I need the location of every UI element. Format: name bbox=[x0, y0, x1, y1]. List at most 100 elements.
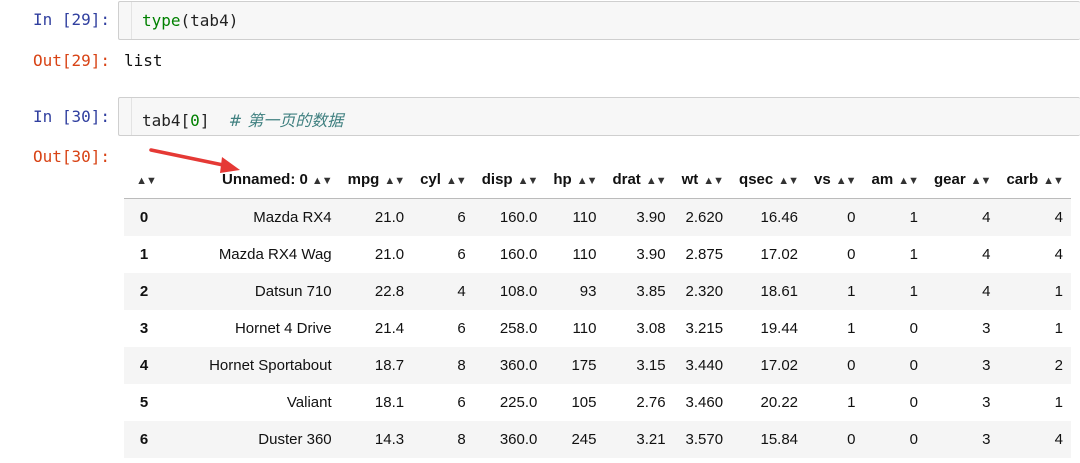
code-variable: tab4[ bbox=[142, 111, 191, 130]
table-cell: 108.0 bbox=[499, 283, 538, 300]
column-header[interactable]: qsec ▲▼ bbox=[731, 160, 807, 199]
table-cell: 3.440 bbox=[685, 357, 724, 374]
sort-icon[interactable]: ▲▼ bbox=[136, 174, 157, 187]
sort-icon[interactable]: ▲▼ bbox=[576, 175, 598, 187]
table-cell: 2.875 bbox=[685, 246, 724, 263]
table-cell: 4 bbox=[1054, 431, 1063, 448]
table-cell: 0 bbox=[909, 394, 918, 411]
column-header[interactable]: vs ▲▼ bbox=[806, 160, 864, 199]
sort-icon[interactable]: ▲▼ bbox=[778, 175, 799, 187]
table-cell: 3.85 bbox=[636, 283, 666, 300]
table-cell: 18.1 bbox=[374, 394, 405, 411]
sort-icon[interactable]: ▲▼ bbox=[970, 175, 992, 187]
sort-icon[interactable]: ▲▼ bbox=[517, 175, 539, 187]
table-cell: 110 bbox=[572, 320, 597, 337]
table-cell: 160.0 bbox=[499, 246, 538, 263]
table-cell: Mazda RX4 bbox=[253, 209, 332, 226]
sort-icon[interactable]: ▲▼ bbox=[311, 175, 333, 187]
table-cell: 6 bbox=[457, 209, 466, 226]
cell-gutter bbox=[119, 2, 132, 39]
table-cell: 18.7 bbox=[374, 357, 405, 374]
table-cell: 2 bbox=[1054, 357, 1063, 374]
table-cell: 3 bbox=[982, 357, 991, 374]
sort-icon[interactable]: ▲▼ bbox=[384, 175, 405, 187]
table-cell: 21.0 bbox=[374, 246, 405, 263]
table-cell: 6 bbox=[457, 394, 466, 411]
table-cell: 17.02 bbox=[760, 357, 799, 374]
table-cell: 4 bbox=[1054, 209, 1063, 226]
table-cell: 14.3 bbox=[374, 431, 405, 448]
table-cell: Datsun 710 bbox=[254, 283, 332, 300]
table-cell: 3.15 bbox=[636, 357, 666, 374]
table-cell: 6 bbox=[457, 320, 466, 337]
table-cell: 18.61 bbox=[760, 283, 799, 300]
table-cell: 2.620 bbox=[685, 209, 724, 226]
table-cell: 3 bbox=[982, 394, 991, 411]
table-cell: Hornet Sportabout bbox=[209, 357, 332, 374]
column-header[interactable]: carb ▲▼ bbox=[998, 160, 1071, 199]
table-header-row: ▲▼ Unnamed: 0 ▲▼ mpg ▲▼ cyl ▲▼ disp ▲▼ hp ▲▼ … bbox=[124, 160, 1071, 199]
row-index: 4 bbox=[139, 357, 149, 374]
table-cell: 1 bbox=[1054, 394, 1063, 411]
table-cell: 1 bbox=[909, 209, 918, 226]
table-cell: 110 bbox=[572, 209, 597, 226]
table-cell: 3.21 bbox=[636, 431, 666, 448]
column-header[interactable]: Unnamed: 0 ▲▼ bbox=[162, 160, 340, 199]
sort-icon[interactable]: ▲▼ bbox=[645, 175, 667, 187]
column-header[interactable]: cyl ▲▼ bbox=[412, 160, 474, 199]
input-prompt-29: In [29]: bbox=[32, 10, 110, 29]
table-cell: 15.84 bbox=[760, 431, 799, 448]
sort-icon[interactable]: ▲▼ bbox=[445, 175, 467, 187]
code-line[interactable]: tab4[0] # 第一页的数据 bbox=[142, 107, 343, 131]
table-cell: 3.90 bbox=[636, 209, 666, 226]
index-header[interactable]: ▲▼ bbox=[124, 160, 162, 199]
column-header[interactable]: mpg ▲▼ bbox=[339, 160, 413, 199]
row-index: 6 bbox=[139, 431, 149, 448]
code-line[interactable]: type(tab4) bbox=[142, 11, 238, 30]
table-cell: 160.0 bbox=[499, 209, 538, 226]
row-index: 5 bbox=[139, 394, 149, 411]
table-cell: 1 bbox=[1054, 320, 1063, 337]
column-header[interactable]: wt ▲▼ bbox=[673, 160, 732, 199]
table-cell: 0 bbox=[847, 357, 856, 374]
table-cell: 1 bbox=[909, 283, 918, 300]
table-cell: 6 bbox=[457, 246, 466, 263]
table-cell: 0 bbox=[847, 246, 856, 263]
table-cell: 105 bbox=[571, 394, 597, 411]
table-cell: 8 bbox=[457, 431, 466, 448]
table-cell: 3.215 bbox=[685, 320, 724, 337]
column-header[interactable]: disp ▲▼ bbox=[473, 160, 546, 199]
sort-icon[interactable]: ▲▼ bbox=[898, 175, 919, 187]
sort-icon[interactable]: ▲▼ bbox=[703, 175, 724, 187]
column-header[interactable]: am ▲▼ bbox=[863, 160, 926, 199]
column-header[interactable]: hp ▲▼ bbox=[545, 160, 605, 199]
table-cell: 0 bbox=[847, 431, 856, 448]
table-cell: 4 bbox=[982, 209, 991, 226]
table-row: 4 Hornet Sportabout 18.7 8 360.0 175 3.15 3.440… bbox=[124, 347, 1071, 384]
table-cell: 225.0 bbox=[499, 394, 538, 411]
column-header[interactable]: gear ▲▼ bbox=[925, 160, 999, 199]
code-bracket: ] bbox=[199, 111, 210, 130]
code-index: 0 bbox=[190, 111, 200, 130]
table-row: 5 Valiant 18.1 6 225.0 105 2.76 3.460 20.22 1 0 3 1 bbox=[124, 384, 1071, 421]
table-cell: 110 bbox=[572, 246, 597, 263]
table-cell: 3.90 bbox=[636, 246, 666, 263]
table-cell: 3 bbox=[982, 431, 991, 448]
row-index: 3 bbox=[139, 320, 149, 337]
table-row: 3 Hornet 4 Drive 21.4 6 258.0 110 3.08 3.215 19.… bbox=[124, 310, 1071, 347]
table-cell: 360.0 bbox=[499, 431, 538, 448]
table-row: 6 Duster 360 14.3 8 360.0 245 3.21 3.570 15.84 0 0… bbox=[124, 421, 1071, 458]
code-cell-29[interactable]: type(tab4) bbox=[118, 1, 1080, 40]
code-cell-30[interactable]: tab4[0] # 第一页的数据 bbox=[118, 97, 1080, 136]
row-index: 1 bbox=[139, 246, 149, 263]
table-cell: Valiant bbox=[286, 394, 332, 411]
table-cell: 258.0 bbox=[499, 320, 538, 337]
table-cell: 175 bbox=[571, 357, 597, 374]
sort-icon[interactable]: ▲▼ bbox=[835, 175, 857, 187]
table-cell: 1 bbox=[847, 320, 856, 337]
cell-gutter bbox=[119, 98, 132, 135]
sort-icon[interactable]: ▲▼ bbox=[1043, 175, 1064, 187]
column-header[interactable]: drat ▲▼ bbox=[604, 160, 674, 199]
table-cell: 4 bbox=[1054, 246, 1063, 263]
table-cell: 1 bbox=[1054, 283, 1063, 300]
